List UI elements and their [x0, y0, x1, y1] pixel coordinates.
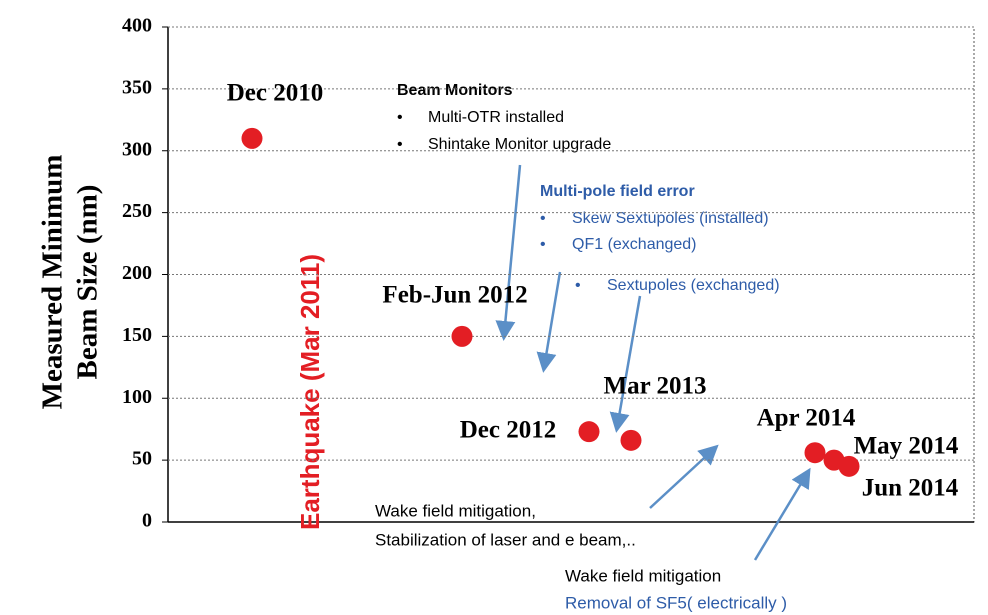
annotation: Wake field mitigation	[565, 566, 721, 585]
y-axis-label: Beam Size (nm)	[72, 185, 104, 380]
arrow	[609, 295, 642, 433]
point-label: Dec 2010	[227, 80, 324, 107]
bullet: •	[540, 236, 546, 253]
annotation-item: Sextupoles (exchanged)	[607, 277, 780, 294]
y-tick-label: 0	[142, 510, 152, 532]
point	[620, 429, 642, 451]
point-label: Jun 2014	[862, 475, 959, 502]
point-label: Apr 2014	[757, 405, 856, 432]
arrow	[753, 467, 811, 561]
annotation-item: Skew Sextupoles (installed)	[572, 210, 769, 227]
annotation-item: Shintake Monitor upgrade	[428, 136, 611, 153]
bullet: •	[397, 136, 403, 153]
annotation-title: Multi-pole field error	[540, 183, 695, 200]
arrow	[649, 444, 719, 509]
point-label: May 2014	[854, 433, 959, 460]
point-label: Feb-Jun 2012	[382, 282, 527, 309]
y-tick-label: 50	[132, 448, 152, 470]
point	[241, 127, 263, 149]
point	[838, 455, 860, 477]
bullet: •	[540, 210, 546, 227]
point	[578, 421, 600, 443]
point	[804, 442, 826, 464]
bullet: •	[575, 277, 581, 294]
point	[451, 325, 473, 347]
y-tick-label: 200	[122, 262, 152, 284]
y-tick-label: 150	[122, 324, 152, 346]
y-tick-label: 300	[122, 138, 152, 160]
annotation-item: QF1 (exchanged)	[572, 236, 697, 253]
y-tick-label: 250	[122, 200, 152, 222]
event-label: Earthquake (Mar 2011)	[295, 254, 325, 530]
y-tick-label: 350	[122, 76, 152, 98]
y-tick-label: 100	[122, 386, 152, 408]
arrow	[536, 271, 562, 373]
arrow	[495, 164, 522, 341]
point-label: Mar 2013	[604, 373, 707, 400]
bullet: •	[397, 109, 403, 126]
annotation: Stabilization of laser and e beam,..	[375, 530, 636, 549]
annotation-item: Multi-OTR installed	[428, 109, 564, 126]
annotation: Wake field mitigation,	[375, 501, 536, 520]
annotation-title: Beam Monitors	[397, 82, 513, 99]
y-axis-label: Measured Minimum	[37, 155, 69, 410]
point-label: Dec 2012	[460, 417, 557, 444]
annotation: Removal of SF5( electrically )	[565, 593, 787, 612]
y-tick-label: 400	[122, 15, 152, 37]
